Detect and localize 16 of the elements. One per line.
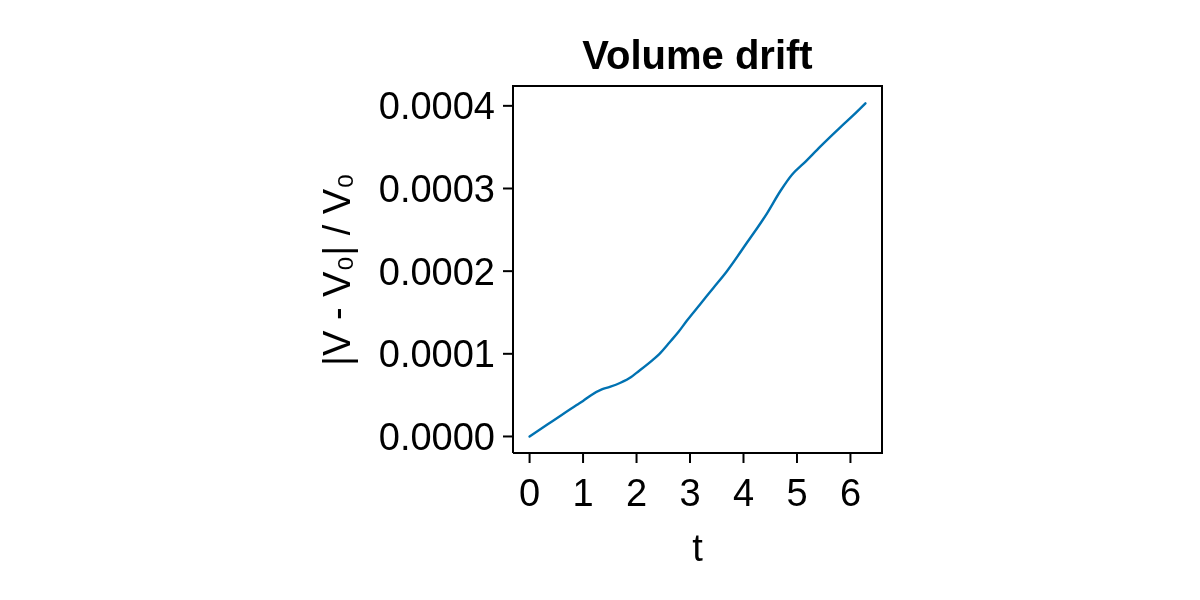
x-tick-label: 4 (732, 471, 755, 514)
y-tick-label: 0.0004 (378, 85, 495, 128)
x-tick-label: 5 (786, 471, 808, 514)
y-tick-label: 0.0003 (378, 167, 495, 210)
y-axis-title: |V - V₀| / V₀ (316, 173, 358, 366)
x-tick-label: 6 (839, 471, 862, 514)
line-series (528, 102, 867, 438)
x-axis-title: t (692, 527, 704, 569)
x-tick-label: 2 (625, 471, 648, 514)
y-tick-label: 0.0000 (378, 415, 495, 458)
x-tick-label: 0 (519, 471, 541, 514)
x-tick-label: 1 (572, 471, 594, 514)
y-tick-label: 0.0002 (378, 250, 495, 293)
y-tick-label: 0.0001 (378, 333, 495, 376)
chart-title: Volume drift (581, 32, 814, 79)
x-tick-label: 3 (679, 471, 701, 514)
